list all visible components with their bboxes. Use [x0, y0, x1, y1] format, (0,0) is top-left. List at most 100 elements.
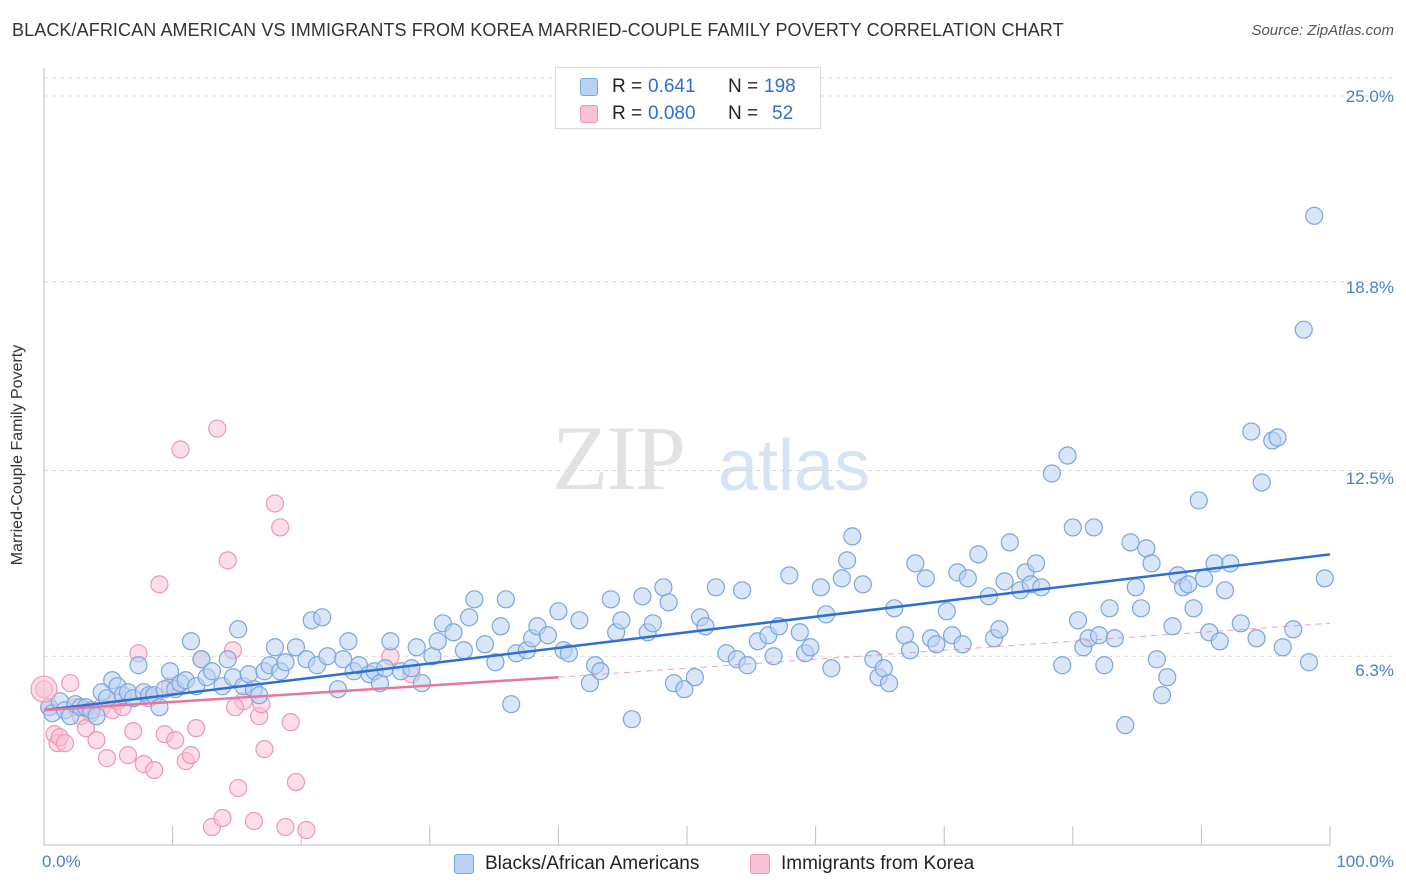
data-point — [55, 734, 75, 753]
data-point — [1299, 653, 1319, 672]
legend-label-korea: Immigrants from Korea — [781, 853, 975, 874]
data-point — [643, 614, 662, 633]
data-point — [675, 680, 694, 699]
trend-line-korea-extrapolated — [558, 622, 1331, 678]
data-point — [171, 440, 190, 459]
data-point — [1158, 668, 1177, 687]
watermark-zip: ZIP — [552, 407, 686, 509]
y-tick-label: 25.0% — [1345, 87, 1394, 106]
data-point — [244, 811, 264, 831]
data-point — [150, 575, 169, 594]
data-point — [265, 494, 285, 513]
data-point — [229, 778, 248, 798]
chart-title: BLACK/AFRICAN AMERICAN VS IMMIGRANTS FRO… — [12, 20, 1064, 40]
data-point — [1294, 320, 1313, 339]
data-point — [659, 593, 678, 612]
data-point — [124, 722, 143, 741]
data-point — [738, 656, 757, 675]
data-point — [1179, 575, 1198, 594]
data-point — [837, 551, 857, 570]
data-point — [811, 578, 830, 597]
data-point — [192, 650, 211, 669]
data-point — [780, 566, 799, 585]
data-point — [1147, 650, 1166, 669]
data-point — [276, 653, 295, 672]
data-point — [733, 581, 752, 600]
stats-legend: R = 0.641 N = 198 R = 0.080 N = 52 — [555, 67, 821, 129]
data-point — [1231, 614, 1250, 633]
n-value: 198 — [764, 76, 796, 97]
data-point — [208, 419, 227, 438]
data-point — [706, 578, 725, 597]
y-axis-label: Married-Couple Family Poverty — [9, 344, 26, 566]
data-point — [1305, 206, 1324, 225]
data-point — [1152, 686, 1172, 705]
data-point — [297, 820, 316, 840]
data-point — [486, 653, 505, 672]
data-point — [1215, 581, 1235, 600]
data-point — [160, 662, 180, 681]
data-point — [145, 760, 164, 780]
data-point — [916, 569, 935, 588]
data-point — [1163, 617, 1182, 636]
data-point — [612, 611, 631, 630]
data-point — [853, 575, 872, 594]
data-point — [187, 719, 206, 738]
watermark-atlas: atlas — [718, 426, 871, 506]
data-point — [1273, 638, 1292, 657]
data-point — [1189, 491, 1208, 510]
data-point — [97, 749, 117, 768]
data-point — [1084, 518, 1103, 537]
y-tick-label: 12.5% — [1345, 469, 1394, 488]
legend-swatch-blacks — [454, 854, 474, 874]
data-point — [801, 638, 820, 657]
data-point — [927, 635, 946, 654]
data-point — [601, 590, 620, 609]
r-label: R = — [612, 76, 643, 97]
data-point — [1210, 632, 1229, 651]
data-point — [475, 635, 495, 654]
n-label: N = — [728, 103, 759, 124]
data-point — [591, 662, 610, 681]
data-point — [229, 620, 248, 639]
data-point — [381, 632, 400, 651]
data-point — [87, 731, 106, 750]
data-point — [1142, 554, 1161, 573]
x-tick-label-max: 100.0% — [1336, 852, 1394, 871]
data-point — [1100, 599, 1119, 618]
data-point — [1042, 464, 1061, 483]
data-point — [953, 635, 972, 654]
legend-label-blacks: Blacks/African Americans — [485, 853, 700, 874]
data-point — [832, 569, 851, 588]
data-point — [879, 674, 899, 693]
data-point — [318, 647, 337, 666]
data-point — [118, 746, 138, 765]
blue-swatch — [580, 78, 598, 96]
data-point — [1089, 626, 1109, 645]
data-point — [570, 611, 589, 630]
y-tick-label: 18.8% — [1345, 278, 1394, 297]
data-point — [213, 808, 232, 828]
data-point — [1026, 554, 1046, 573]
data-point — [1126, 578, 1145, 597]
data-point — [633, 587, 652, 606]
data-point — [822, 659, 841, 678]
data-point — [255, 740, 274, 759]
data-point — [622, 710, 641, 729]
data-point — [995, 572, 1014, 591]
data-point — [166, 731, 185, 750]
trend-line-korea — [43, 675, 559, 712]
data-point — [1242, 422, 1261, 441]
data-point — [460, 608, 479, 627]
data-point — [491, 617, 510, 636]
data-point — [87, 707, 106, 726]
data-point — [1315, 569, 1334, 588]
data-point — [202, 662, 222, 681]
data-point — [218, 551, 237, 570]
data-point — [412, 674, 432, 693]
data-point — [764, 647, 783, 666]
data-point — [402, 659, 421, 678]
data-point — [580, 674, 599, 693]
pink-swatch — [580, 105, 598, 123]
data-point — [790, 623, 809, 642]
